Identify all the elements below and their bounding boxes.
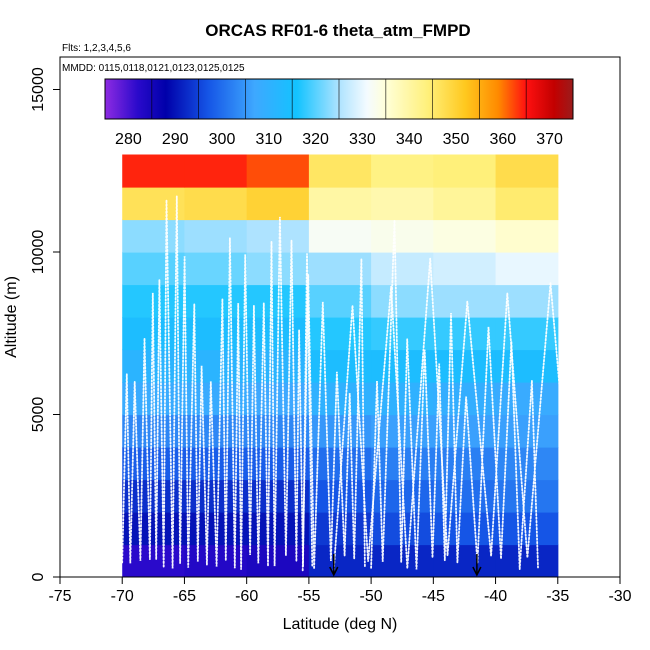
heatmap-cell xyxy=(246,187,310,221)
x-axis-label: Latitude (deg N) xyxy=(283,616,398,633)
heatmap-cell xyxy=(495,154,559,188)
heatmap-cell xyxy=(495,349,559,383)
heatmap-cell xyxy=(122,154,186,188)
heatmap-cell xyxy=(122,544,186,577)
latitude-markers xyxy=(329,554,482,577)
flight-track xyxy=(301,258,366,572)
heatmap-cell xyxy=(122,512,186,546)
heatmap-cell xyxy=(308,512,372,546)
heatmap-cell xyxy=(122,219,186,253)
heatmap-cell xyxy=(184,154,248,188)
heatmap-cell xyxy=(371,252,434,286)
flight-track xyxy=(332,258,578,571)
heatmap-cell xyxy=(495,479,559,513)
heatmap-cell xyxy=(495,382,559,416)
heatmap-cell xyxy=(246,414,310,448)
heatmap-cell xyxy=(495,512,559,546)
colorbar-tick-label: 290 xyxy=(162,131,189,148)
heatmap-cell xyxy=(184,187,248,221)
colorbar-tick-label: 330 xyxy=(349,131,376,148)
colorbar-tick-label: 350 xyxy=(443,131,470,148)
x-tick-label: -45 xyxy=(422,588,445,605)
heatmap-cell xyxy=(433,284,497,318)
heatmap-cell xyxy=(246,479,310,513)
colorbar-tick-label: 310 xyxy=(255,131,282,148)
heatmap-cell xyxy=(371,187,434,221)
x-tick-label: -75 xyxy=(48,588,71,605)
flights-label: Flts: 1,2,3,4,5,6 xyxy=(62,43,131,54)
flight-tracks xyxy=(121,196,578,572)
heatmap-cell xyxy=(246,512,310,546)
heatmap-cell xyxy=(433,219,497,253)
heatmap-cell xyxy=(495,414,559,448)
x-tick-label: -40 xyxy=(484,588,507,605)
heatmap-cell xyxy=(495,252,559,286)
heatmap-cell xyxy=(433,544,497,577)
marker-arrowhead xyxy=(472,566,482,577)
heatmap-cell xyxy=(184,447,248,481)
heatmap-cell xyxy=(371,154,434,188)
heatmap-cell xyxy=(308,317,372,351)
heatmap-cell xyxy=(308,349,372,383)
heatmap-cell xyxy=(371,219,434,253)
heatmap-cell xyxy=(308,187,372,221)
x-axis: -75 -70 -65 -60 -55 -50 -45 -40 -35 -30 xyxy=(48,576,632,605)
chart-title: ORCAS RF01-6 theta_atm_FMPD xyxy=(205,21,470,40)
x-tick-label: -35 xyxy=(546,588,569,605)
x-tick-label: -60 xyxy=(235,588,258,605)
heatmap-cell xyxy=(308,544,372,577)
heatmap-cell xyxy=(122,187,186,221)
x-tick-label: -70 xyxy=(111,588,134,605)
heatmap-cell xyxy=(122,252,186,286)
x-tick-label: -65 xyxy=(173,588,196,605)
colorbar-frame xyxy=(104,78,574,120)
heatmap-cell xyxy=(184,414,248,448)
heatmap-cell xyxy=(371,414,434,448)
colorbar-ticks: 280 290 300 310 320 330 340 350 360 370 xyxy=(115,131,563,148)
heatmap-cell xyxy=(495,187,559,221)
heatmap-cell xyxy=(246,219,310,253)
dates-label: MMDD: 0115,0118,0121,0123,0125,0125 xyxy=(62,63,245,74)
y-tick-label: 15000 xyxy=(30,67,47,112)
heatmap-cell xyxy=(184,252,248,286)
colorbar-tick-label: 360 xyxy=(489,131,516,148)
y-axis: 0 5000 10000 15000 xyxy=(30,57,61,581)
x-tick-label: -55 xyxy=(297,588,320,605)
colorbar-tick-label: 340 xyxy=(396,131,423,148)
x-tick-label: -50 xyxy=(360,588,383,605)
heatmap-cell xyxy=(246,544,310,577)
colorbar-tick-label: 370 xyxy=(536,131,563,148)
colorbar-tick-label: 320 xyxy=(302,131,329,148)
heatmap-cell xyxy=(308,154,372,188)
y-tick-label: 5000 xyxy=(30,397,47,433)
flight-track xyxy=(370,220,539,570)
heatmap-cell xyxy=(433,187,497,221)
heatmap-cell xyxy=(371,284,434,318)
heatmap-cell xyxy=(371,447,434,481)
x-tick-label: -30 xyxy=(608,588,631,605)
flight-track xyxy=(121,196,314,570)
heatmap-cell xyxy=(495,219,559,253)
colorbar-tick-label: 300 xyxy=(209,131,236,148)
y-axis-label: Altitude (m) xyxy=(3,276,20,358)
y-tick-label: 0 xyxy=(30,572,47,581)
colorbar: 280 290 300 310 320 330 340 350 360 370 xyxy=(104,78,574,148)
heatmap-cell xyxy=(184,479,248,513)
colorbar-dividers xyxy=(151,79,527,119)
heatmap-cell xyxy=(433,252,497,286)
marker-arrowhead xyxy=(329,566,339,577)
colorbar-tick-label: 280 xyxy=(115,131,142,148)
heatmap-cell xyxy=(433,154,497,188)
y-tick-label: 10000 xyxy=(30,230,47,275)
heatmap-cell xyxy=(433,447,497,481)
heatmap-cell xyxy=(308,219,372,253)
heatmap-cell xyxy=(246,154,310,188)
heatmap-cell xyxy=(371,544,434,577)
heatmap-cell xyxy=(184,219,248,253)
